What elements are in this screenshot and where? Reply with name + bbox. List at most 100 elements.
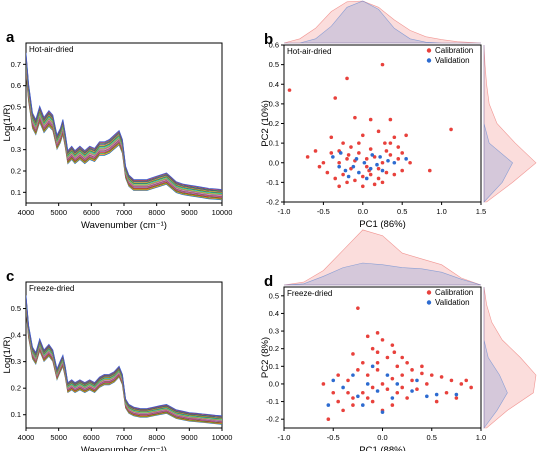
data-point-calibration [395,390,400,395]
data-point-validation [368,166,373,171]
data-point-calibration [353,115,357,120]
data-point-validation [386,158,390,163]
data-point-calibration [410,378,414,383]
data-point-calibration [375,368,380,372]
legend-marker [426,290,432,295]
spectrum-line [26,302,222,421]
data-point-calibration [372,182,377,187]
data-point-calibration [313,149,318,153]
data-point-calibration [434,399,439,404]
y-tick-label: 0.4 [11,331,21,340]
data-point-validation [364,176,369,181]
spectrum-line [26,60,222,195]
data-point-validation [395,382,400,386]
x-tick-label: 1.0 [436,207,446,216]
spectrum-line [26,55,222,192]
data-point-calibration [337,184,341,189]
x-axis-label: PC1 (88%) [359,445,405,451]
legend-marker [426,48,432,53]
data-point-calibration [351,396,355,400]
y-axis-label: PC2 (10%) [260,100,271,146]
right-density-validation [483,45,513,203]
panel-annotation: Hot-air-dried [29,45,73,54]
x-tick-label: 6000 [83,433,100,442]
right-density-calibration [483,44,537,203]
data-point-calibration [368,117,373,122]
data-point-calibration [333,96,338,100]
x-tick-label: 0.5 [427,433,437,442]
spectrum-line [26,306,222,423]
data-point-calibration [376,166,381,171]
data-point-calibration [384,149,389,153]
data-point-calibration [410,368,414,372]
data-point-calibration [337,160,341,165]
x-tick-label: 9000 [181,433,198,442]
data-point-calibration [425,382,429,386]
data-point-calibration [415,387,419,392]
data-point-validation [331,155,335,159]
panel-letter: a [6,29,15,46]
y-axis-label: PC2 (8%) [260,337,271,378]
spectrum-line [26,64,222,197]
y-tick-label: 0.5 [269,60,279,69]
x-tick-label: 0.0 [358,207,368,216]
data-point-calibration [392,350,397,355]
x-tick-label: -0.5 [327,433,340,442]
panel-letter: b [264,31,273,48]
y-tick-label: 0.4 [269,309,279,318]
data-point-calibration [326,417,331,421]
data-point-calibration [404,133,408,138]
y-tick-label: 0.2 [11,167,21,176]
x-tick-label: 0.0 [377,433,387,442]
spectrum-line [26,71,222,200]
data-point-calibration [420,364,424,369]
y-axis-label: Log(1/R) [2,105,13,142]
top-density-validation [283,262,482,286]
data-point-calibration [405,396,409,400]
y-tick-label: -0.1 [266,397,279,406]
data-point-calibration [449,127,453,132]
spectrum-line [26,307,222,424]
y-tick-label: 0.5 [11,103,21,112]
data-point-validation [370,364,375,369]
data-point-calibration [392,135,397,140]
data-point-calibration [346,378,350,383]
data-point-calibration [449,378,454,383]
data-point-validation [380,410,385,414]
data-point-calibration [380,180,385,185]
y-tick-label: 0.1 [269,139,279,148]
y-tick-label: 0.2 [11,384,21,393]
data-point-validation [434,392,439,397]
y-tick-label: 0.2 [269,119,279,128]
y-tick-label: 0.6 [269,41,279,50]
panel-a: a 4000 5000 6000 7000 8000 9000 10000 0.1 0.2 0.3 0… [2,29,232,231]
legend-marker [426,58,432,63]
data-point-calibration [392,172,397,177]
data-point-calibration [427,168,432,173]
data-point-calibration [341,141,345,145]
data-point-validation [341,385,345,390]
data-point-calibration [336,399,340,404]
x-axis-label: Wavenumber (cm⁻¹) [81,445,167,451]
spectrum-line [26,298,222,418]
data-point-validation [425,394,429,399]
data-point-validation [357,170,361,175]
right-density-validation [483,287,508,429]
x-tick-label: 6000 [83,208,100,217]
data-point-calibration [357,141,361,145]
y-tick-label: 0.4 [11,124,21,133]
data-point-calibration [408,160,412,165]
y-tick-label: 0.1 [11,188,21,197]
y-tick-label: 0.2 [269,344,279,353]
data-point-calibration [388,117,393,122]
legend-label: Calibration [435,288,473,297]
data-point-calibration [420,371,424,376]
y-tick-label: 0.3 [11,145,21,154]
spectrum-line [26,296,222,417]
data-point-calibration [375,360,380,365]
data-point-calibration [317,164,322,169]
data-point-calibration [349,166,353,171]
data-point-calibration [365,396,370,400]
panel-c: c 4000 5000 6000 7000 8000 9000 10000 0.1 0.2 0.3 0… [2,268,232,451]
